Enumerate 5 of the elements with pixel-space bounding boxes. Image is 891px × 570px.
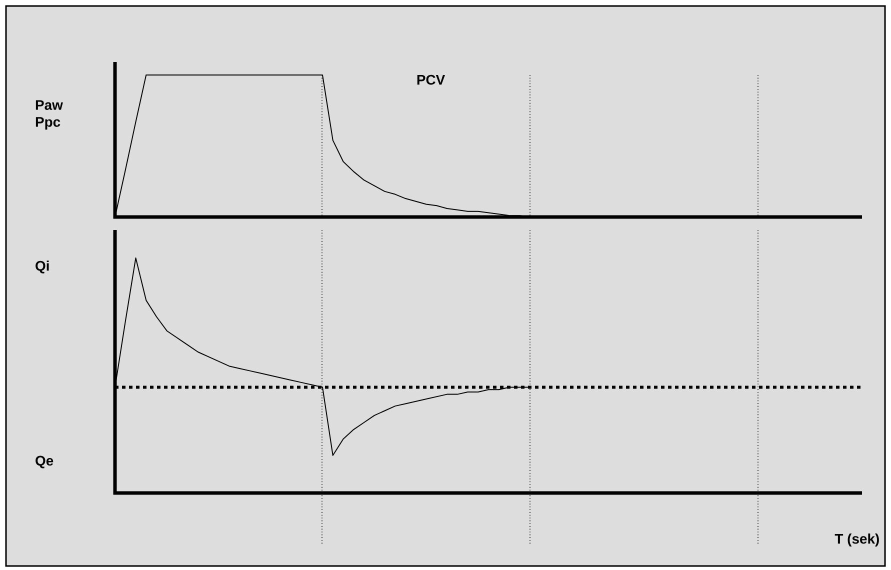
text: Qi — [36, 260, 49, 274]
x-axis-title: T (sek) — [834, 534, 879, 547]
chart-title: PCV — [417, 74, 446, 85]
y-axis-title: Paw Ppc — [36, 100, 63, 130]
text: Qe — [36, 456, 54, 468]
